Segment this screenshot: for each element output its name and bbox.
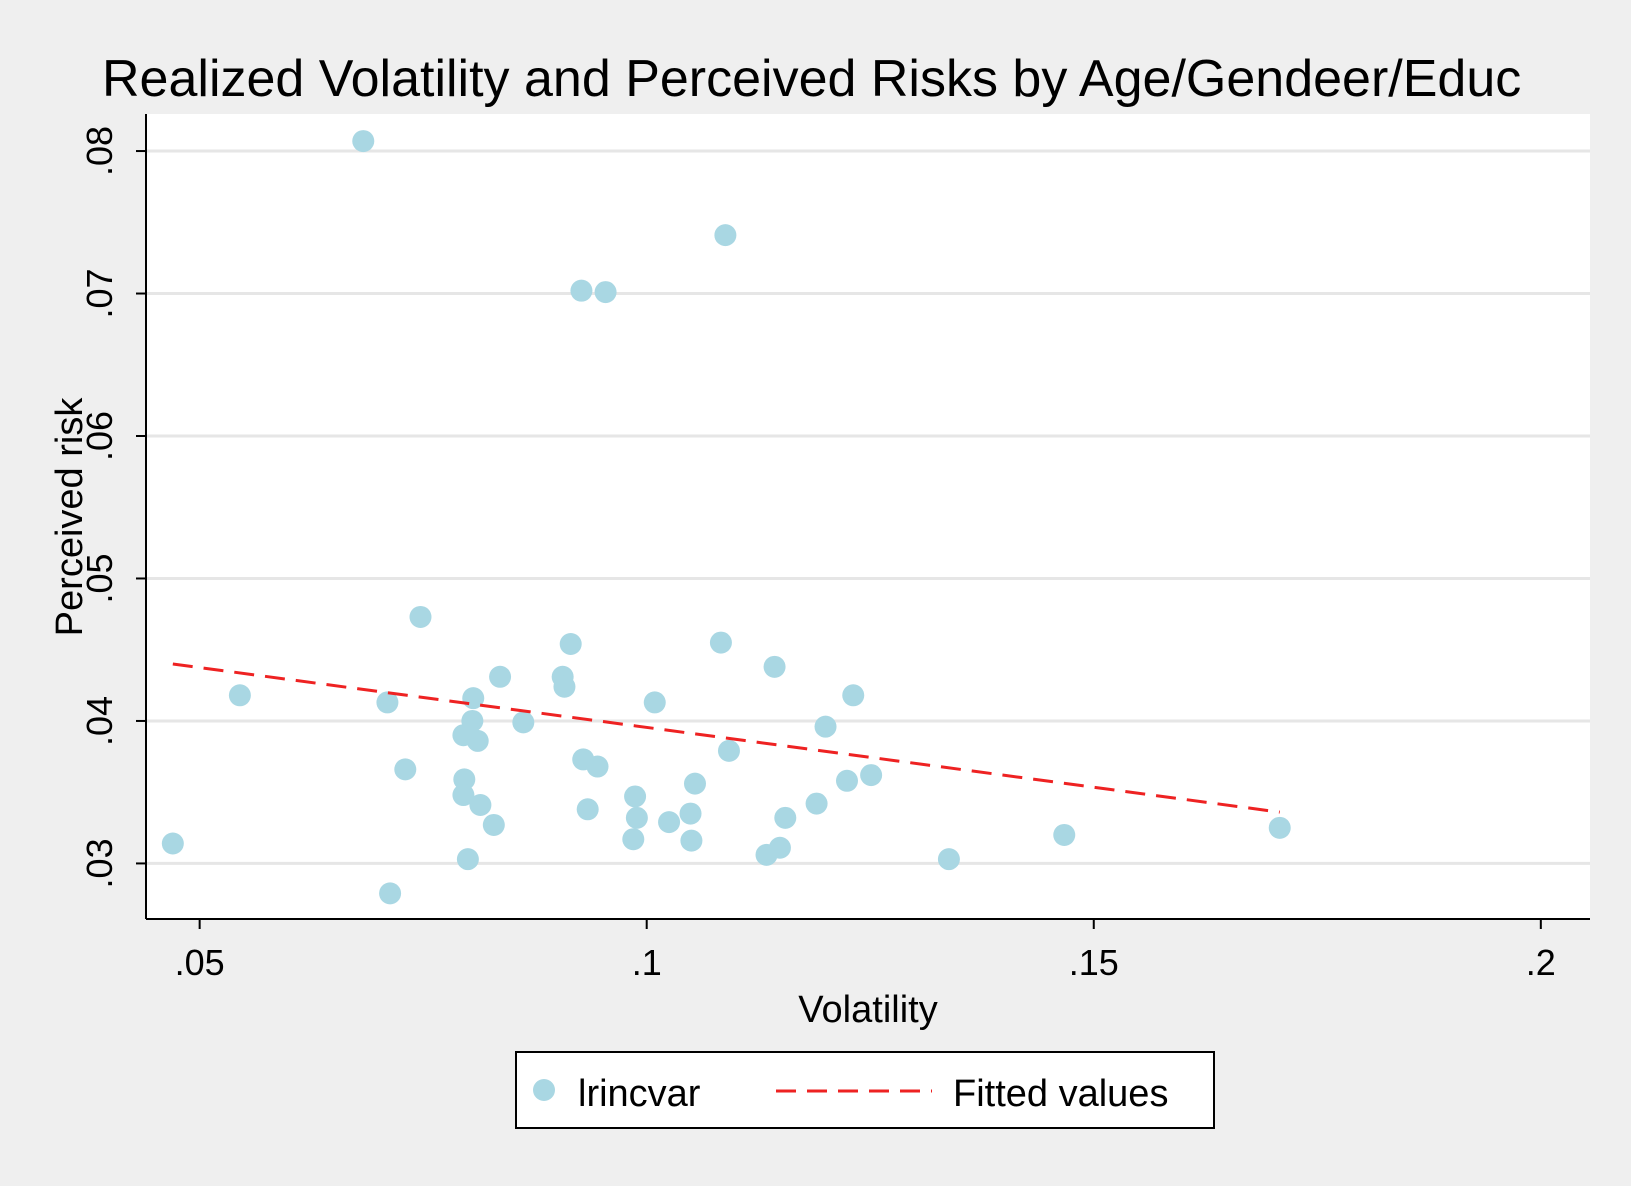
chart-title: Realized Volatility and Perceived Risks … [102, 50, 1521, 108]
scatter-point [379, 882, 402, 905]
legend-marker-lrincvar [533, 1079, 555, 1101]
y-tick-label: .06 [79, 411, 120, 461]
scatter-point [469, 794, 492, 817]
fitted-line-group [172, 662, 1280, 814]
fitted-values-line [172, 662, 1280, 814]
scatter-point [570, 279, 593, 302]
scatter-point [768, 836, 791, 859]
scatter-point [835, 769, 858, 792]
scatter-point [709, 631, 732, 654]
scatter-point [553, 675, 576, 698]
scatter-point [594, 281, 617, 304]
scatter-point [586, 755, 609, 778]
scatter-point [680, 829, 703, 852]
scatter-point [763, 655, 786, 678]
scatter-point [559, 633, 582, 656]
x-tick-label: .2 [1526, 942, 1556, 983]
y-axis-label: Perceived risk [49, 397, 91, 637]
scatter-point [576, 798, 599, 821]
scatter-point [466, 729, 489, 752]
scatter-point [717, 739, 740, 762]
x-tick-label: .1 [632, 942, 662, 983]
scatter-point [842, 684, 865, 707]
x-tick-label: .05 [175, 942, 225, 983]
scatter-point [658, 811, 681, 834]
legend-label-fitted: Fitted values [953, 1073, 1168, 1115]
scatter-point [814, 715, 837, 738]
y-tick-label: .04 [79, 696, 120, 746]
y-tick-label: .07 [79, 268, 120, 318]
scatter-point [512, 711, 535, 734]
scatter-point [774, 806, 797, 829]
x-tick-label: .15 [1069, 942, 1119, 983]
scatter-point [1268, 816, 1291, 839]
scatter-point [161, 832, 184, 855]
scatter-point [489, 665, 512, 688]
scatter-point [937, 848, 960, 871]
scatter-point [624, 785, 647, 808]
data-points [161, 130, 1291, 905]
plot-area [146, 114, 1590, 919]
scatter-point [394, 758, 417, 781]
legend: lrincvar Fitted values [515, 1051, 1215, 1129]
scatter-point [482, 813, 505, 836]
scatter-point [228, 684, 251, 707]
scatter-point [376, 691, 399, 714]
scatter-point [683, 772, 706, 795]
scatter-point [679, 802, 702, 825]
scatter-point [860, 764, 883, 787]
scatter-point [622, 828, 645, 851]
scatter-point [643, 691, 666, 714]
y-tick-label: .03 [79, 838, 120, 888]
scatter-point [452, 784, 475, 807]
scatter-point [714, 224, 737, 247]
scatter-point [352, 130, 375, 153]
tick-labels: .03 .04 .05 .06 .07 .08 .05 .1 .15 .2 [79, 126, 1556, 983]
scatter-point [456, 848, 479, 871]
scatter-point [1053, 823, 1076, 846]
legend-label-lrincvar: lrincvar [578, 1073, 701, 1115]
x-axis-label: Volatility [798, 989, 937, 1031]
grid-lines [146, 149, 1590, 865]
scatter-point [805, 792, 828, 815]
scatter-point [409, 605, 432, 628]
y-tick-label: .05 [79, 553, 120, 603]
y-tick-label: .08 [79, 126, 120, 176]
scatter-point [461, 709, 484, 732]
scatter-point [453, 768, 476, 791]
scatter-point [625, 806, 648, 829]
legend-box [515, 1051, 1215, 1129]
axes [136, 114, 1590, 929]
